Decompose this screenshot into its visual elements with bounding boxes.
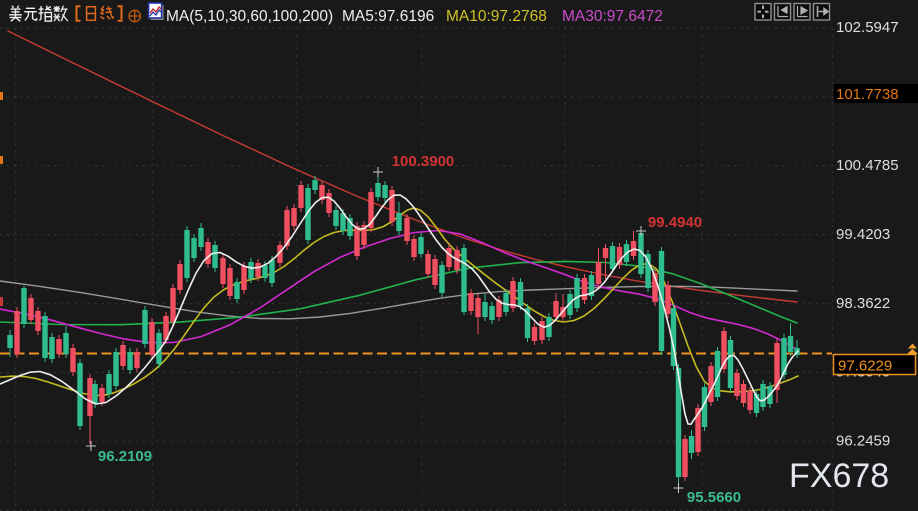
svg-text:96.2459: 96.2459	[836, 433, 890, 450]
svg-text:100.4785: 100.4785	[836, 157, 899, 174]
svg-text:102.5947: 102.5947	[836, 19, 899, 36]
svg-text:99.4203: 99.4203	[836, 226, 890, 243]
svg-text:MA5:97.6196: MA5:97.6196	[342, 8, 434, 25]
svg-text:101.7738: 101.7738	[836, 86, 899, 103]
svg-text:96.2109: 96.2109	[98, 448, 152, 465]
svg-text:95.5660: 95.5660	[687, 489, 741, 506]
svg-text:MA(5,10,30,60,100,200): MA(5,10,30,60,100,200)	[166, 8, 333, 25]
svg-text:97.6229: 97.6229	[838, 358, 892, 375]
svg-text:MA30:97.6472: MA30:97.6472	[562, 8, 663, 25]
svg-text:MA10:97.2768: MA10:97.2768	[446, 8, 547, 25]
svg-text:100.3900: 100.3900	[392, 153, 455, 170]
svg-text:99.4940: 99.4940	[648, 214, 702, 231]
svg-text:FX678: FX678	[789, 457, 889, 495]
svg-text:98.3622: 98.3622	[836, 295, 890, 312]
